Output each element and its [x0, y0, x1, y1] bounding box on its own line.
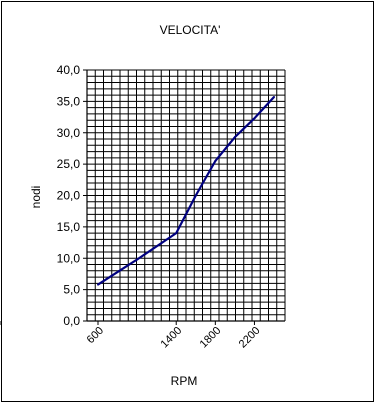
data-point: [194, 194, 197, 197]
chart-title: VELOCITA': [160, 23, 221, 37]
data-point: [97, 283, 99, 286]
y-tick-label: 25,0: [57, 157, 81, 171]
data-point: [136, 258, 139, 261]
data-point: [253, 117, 256, 120]
x-axis-label: RPM: [171, 374, 198, 388]
data-point: [273, 95, 275, 98]
x-tick-label: 1800: [198, 325, 224, 351]
y-tick-label: 5,0: [63, 283, 80, 297]
y-tick-label: 15,0: [57, 220, 81, 234]
x-tick-label: 600: [85, 325, 106, 346]
y-tick-label: 40,0: [57, 63, 81, 77]
y-tick-label: 20,0: [57, 189, 81, 203]
y-axis-label: nodi: [29, 186, 43, 209]
y-axis-ticks: 0,0 5,0 10,0 15,0 20,0 25,0 30,0 35,0 40,0: [57, 63, 87, 328]
y-tick-label: 10,0: [57, 251, 81, 265]
x-tick-label: 1400: [159, 325, 185, 351]
y-tick-label: 0,0: [63, 314, 80, 328]
grid-lines: [86, 69, 286, 322]
series-layer: [97, 95, 275, 286]
data-point: [233, 136, 236, 139]
y-tick-label: 30,0: [57, 126, 81, 140]
series-line: [97, 96, 275, 286]
x-axis-ticks: 6001400180022002500: [0, 321, 263, 351]
data-point: [175, 232, 178, 235]
x-tick-label: 2200: [237, 325, 263, 351]
data-point: [214, 159, 217, 162]
y-tick-label: 35,0: [57, 94, 81, 108]
